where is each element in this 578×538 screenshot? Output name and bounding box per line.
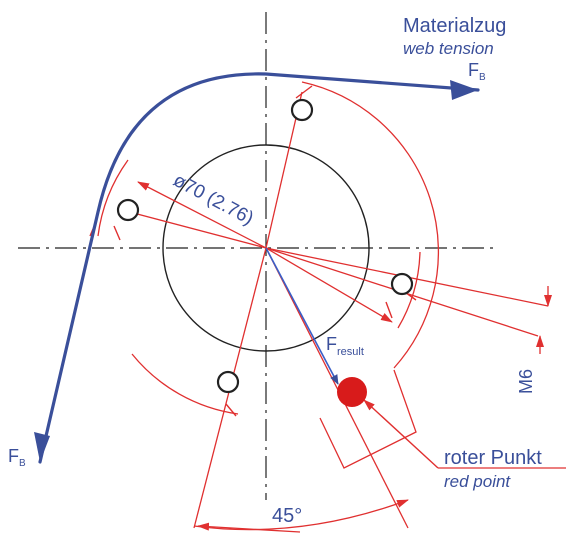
web-arrow-bottom	[34, 432, 50, 462]
thread-label: M6	[516, 369, 536, 394]
point-dimension-box	[319, 369, 417, 469]
result-force-label: Fresult	[326, 334, 364, 358]
red-point-leader	[363, 399, 439, 469]
web-arrow-top	[450, 80, 478, 100]
bolt-hole-right	[390, 272, 414, 296]
bolt-ticks	[89, 85, 417, 417]
red-point	[337, 377, 367, 407]
diameter-arrow-right	[265, 247, 393, 323]
bolt-circle-arc-right	[397, 251, 421, 329]
angle-label: 45°	[272, 505, 302, 527]
web-path	[38, 72, 480, 464]
bolt-holes	[116, 98, 414, 394]
force-left-label: FB	[8, 446, 26, 469]
hub-circle	[162, 144, 370, 352]
bolt-hole-left	[116, 198, 140, 222]
red-point-label-en: red point	[444, 472, 511, 491]
angle-arrow-left	[197, 522, 301, 533]
diameter-dimension-line	[137, 181, 267, 249]
bolt-hole-bottom	[216, 370, 240, 394]
red-point-label-de: roter Punkt	[444, 447, 542, 469]
bolt-circle-arc	[301, 81, 439, 369]
m6-dimension	[536, 286, 552, 354]
bolt-hole-top	[290, 98, 314, 122]
force-top-label: FB	[468, 60, 486, 83]
bolt-circle-arc-left	[97, 159, 129, 237]
material-label-en: web tension	[403, 39, 494, 58]
angle-arc	[193, 499, 409, 531]
result-force-arrow	[265, 247, 339, 385]
material-label-de: Materialzug	[403, 15, 506, 37]
